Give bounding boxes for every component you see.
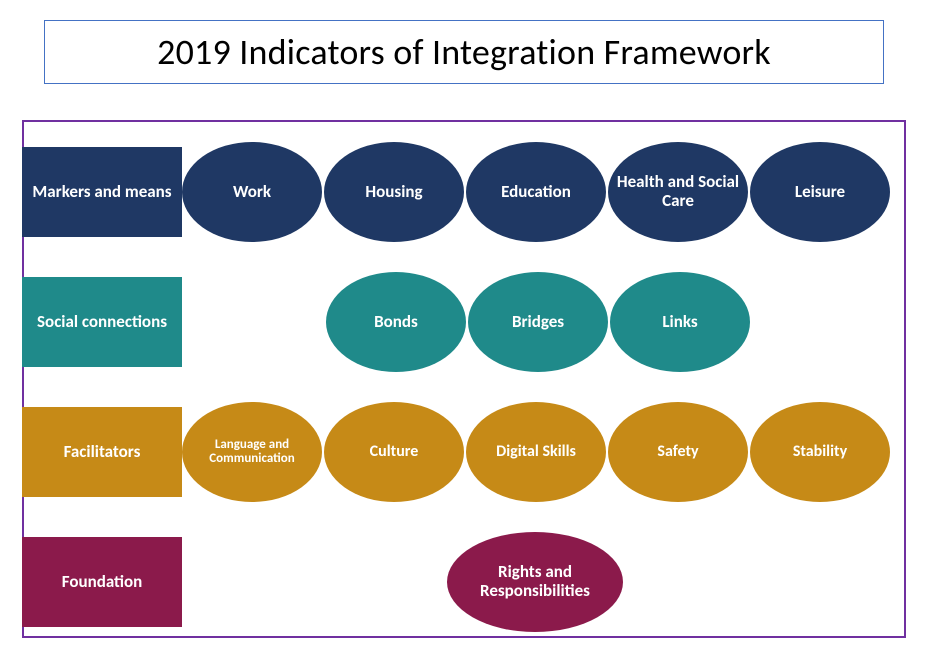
oval-facilitators-4: Stability — [750, 402, 890, 502]
ovals-facilitators: Language and CommunicationCultureDigital… — [182, 402, 904, 502]
row-label-markers: Markers and means — [22, 147, 182, 237]
diagram-frame: Markers and meansWorkHousingEducationHea… — [22, 120, 906, 638]
oval-markers-3: Health and Social Care — [608, 142, 748, 242]
row-foundation: Foundation Rights and Responsibilities — [24, 532, 904, 632]
ovals-foundation: Rights and Responsibilities — [182, 532, 904, 632]
row-label-facilitators: Facilitators — [22, 407, 182, 497]
oval-markers-2: Education — [466, 142, 606, 242]
oval-facilitators-0: Language and Communication — [182, 402, 322, 502]
row-markers: Markers and meansWorkHousingEducationHea… — [24, 142, 904, 242]
oval-social-1: Bridges — [468, 272, 608, 372]
row-social: Social connectionsBondsBridgesLinks — [24, 272, 904, 372]
oval-social-2: Links — [610, 272, 750, 372]
oval-social-0: Bonds — [326, 272, 466, 372]
row-label-social: Social connections — [22, 277, 182, 367]
ovals-social: BondsBridgesLinks — [182, 272, 904, 372]
oval-facilitators-2: Digital Skills — [466, 402, 606, 502]
oval-markers-1: Housing — [324, 142, 464, 242]
oval-markers-0: Work — [182, 142, 322, 242]
oval-markers-4: Leisure — [750, 142, 890, 242]
row-label-foundation: Foundation — [22, 537, 182, 627]
row-facilitators: FacilitatorsLanguage and CommunicationCu… — [24, 402, 904, 502]
ovals-markers: WorkHousingEducationHealth and Social Ca… — [182, 142, 904, 242]
oval-facilitators-3: Safety — [608, 402, 748, 502]
oval-facilitators-1: Culture — [324, 402, 464, 502]
title-container: 2019 Indicators of Integration Framework — [44, 20, 884, 84]
page-title: 2019 Indicators of Integration Framework — [157, 30, 771, 74]
oval-foundation-0: Rights and Responsibilities — [447, 532, 623, 632]
